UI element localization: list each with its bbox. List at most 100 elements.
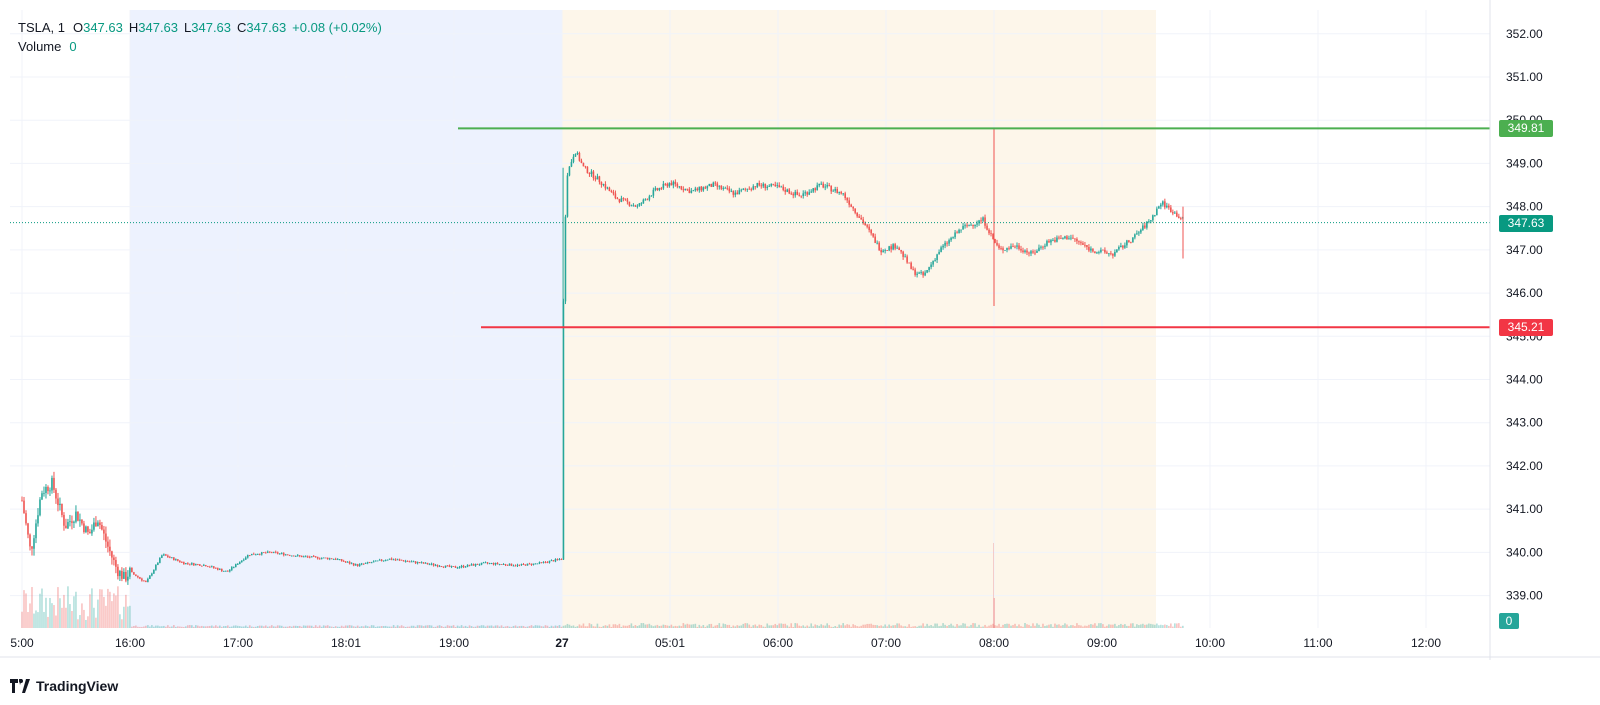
candle-body: [1142, 225, 1144, 230]
volume-bar: [914, 626, 916, 628]
symbol-label[interactable]: TSLA, 1: [18, 20, 65, 35]
candle-body: [286, 554, 289, 556]
volume-bar: [426, 625, 429, 628]
volume-bar: [350, 625, 353, 628]
volume-bar: [1148, 623, 1150, 628]
volume-bar: [828, 625, 830, 628]
horizontal-lines[interactable]: [10, 127, 1490, 329]
volume-bar: [1010, 625, 1012, 628]
candle-body: [31, 546, 33, 549]
candle-body: [398, 559, 401, 561]
volume-bar: [550, 625, 553, 628]
volume-bar: [368, 626, 371, 628]
candle-body: [518, 564, 521, 566]
volume-bar: [434, 626, 437, 628]
volume-bar: [642, 623, 645, 628]
volume-bar: [37, 612, 39, 628]
candle-body: [348, 561, 351, 564]
volume-bar: [742, 623, 745, 628]
volume-bar: [916, 626, 918, 628]
chart-legend: TSLA, 1 O 347.63 H 347.63 L 347.63 C 347.63 …: [18, 18, 382, 56]
volume-bar: [698, 624, 701, 628]
volume-bar: [628, 624, 631, 628]
volume-bar: [209, 625, 211, 628]
candle-body: [432, 563, 435, 566]
high-key: H: [128, 20, 139, 35]
x-tick-label: 12:00: [1411, 636, 1441, 650]
candle-body: [1094, 251, 1096, 254]
volume-bar: [272, 626, 275, 628]
candle-body: [924, 272, 926, 276]
candle-body: [934, 259, 936, 261]
volume-bar: [836, 626, 838, 628]
volume-bar: [430, 625, 433, 628]
candle-body: [1026, 250, 1028, 253]
volume-bar: [882, 626, 884, 628]
candle-body: [203, 565, 205, 566]
candle-body: [744, 188, 747, 190]
candle-body: [1082, 243, 1084, 245]
candle-body: [582, 162, 585, 167]
candle-body: [838, 191, 840, 193]
volume-bar: [920, 625, 922, 628]
candle-body: [766, 186, 769, 189]
volume-bar: [173, 625, 175, 628]
candle-body: [608, 187, 611, 192]
candle-body: [1172, 212, 1174, 214]
candle-body: [85, 526, 87, 532]
volume-bar: [934, 623, 936, 628]
candle-body: [818, 183, 821, 186]
candle-body: [1178, 216, 1180, 218]
volume-label[interactable]: Volume: [18, 39, 62, 54]
volume-bar: [678, 625, 681, 628]
volume-bar: [852, 624, 854, 628]
volume-bar: [1036, 623, 1038, 628]
candle-body: [354, 564, 357, 566]
candle-body: [209, 566, 211, 568]
session-backgrounds: [130, 10, 1156, 628]
candle-body: [1106, 252, 1108, 254]
volume-bar: [610, 626, 613, 628]
candle-body: [502, 564, 505, 565]
tradingview-brand[interactable]: TradingView: [10, 678, 118, 694]
candle-body: [1116, 249, 1118, 252]
candle-body: [125, 571, 127, 581]
candle-body: [1170, 207, 1172, 213]
volume-bar: [738, 625, 741, 628]
volume-bar: [165, 626, 167, 628]
volume-bar: [302, 625, 305, 628]
candle-body: [844, 193, 846, 199]
candle-body: [656, 188, 659, 191]
volume-bar: [986, 626, 988, 628]
support-price-tag[interactable]: 345.21: [1499, 319, 1553, 337]
volume-bar: [438, 625, 441, 628]
volume-bar: [35, 610, 37, 628]
volume-bar: [838, 624, 840, 628]
candle-body: [464, 566, 467, 568]
candle-body: [260, 552, 263, 555]
candle-body: [606, 187, 609, 189]
volume-bar: [624, 625, 627, 628]
volume-bar: [1164, 624, 1166, 628]
resistance-price-tag[interactable]: 349.81: [1499, 120, 1553, 138]
candle-body: [792, 193, 795, 196]
volume-bar: [201, 625, 203, 628]
volume-bar: [1170, 623, 1172, 628]
volume-bar: [716, 624, 719, 628]
candle-body: [256, 554, 259, 555]
candle-body: [1044, 245, 1046, 247]
candle-body: [1158, 206, 1160, 209]
candle-body: [1064, 236, 1066, 239]
candle-body: [143, 580, 145, 582]
candle-body: [580, 160, 583, 163]
candle-body: [726, 187, 729, 189]
candle-body: [630, 205, 633, 207]
volume-bar: [167, 625, 169, 628]
volume-bar: [668, 625, 671, 628]
candle-body: [640, 203, 643, 205]
candle-body: [478, 564, 481, 566]
candle-body: [217, 568, 219, 570]
volume-bar: [41, 588, 43, 628]
volume-bar: [442, 626, 445, 628]
